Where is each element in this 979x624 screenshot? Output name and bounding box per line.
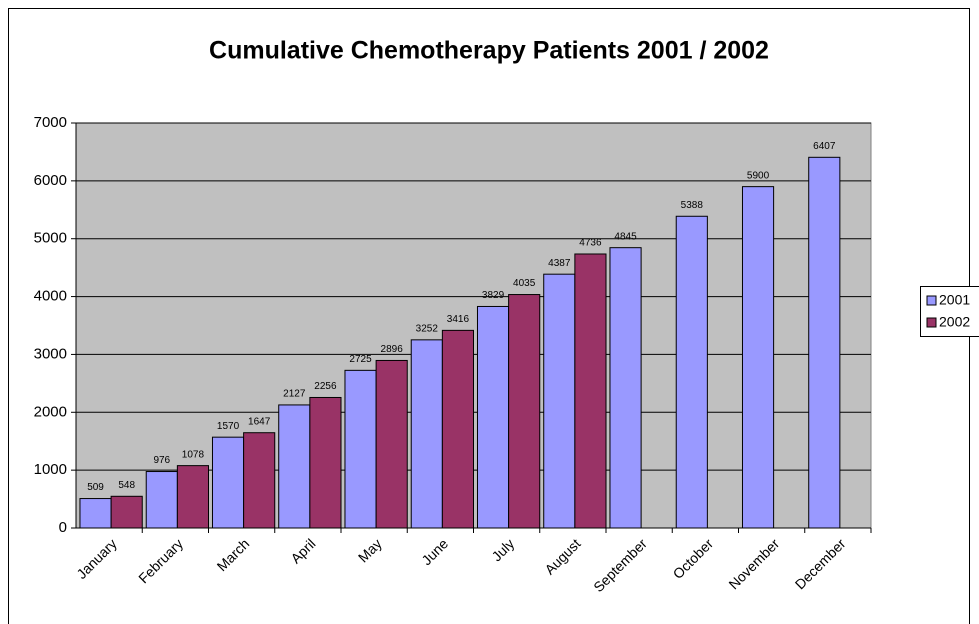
y-tick-label: 2000	[34, 403, 67, 420]
bar	[410, 339, 443, 529]
bar	[609, 247, 642, 529]
bar	[145, 471, 178, 529]
bar	[375, 359, 408, 529]
data-label: 5388	[681, 200, 704, 211]
legend-swatch	[926, 317, 937, 328]
y-tick-label: 7000	[34, 114, 67, 131]
data-label: 4845	[614, 231, 637, 242]
data-label: 4035	[513, 278, 536, 289]
bar	[741, 186, 775, 529]
chart-title: Cumulative Chemotherapy Patients 2001 / …	[209, 37, 769, 65]
data-label: 548	[118, 480, 135, 491]
y-tick-label: 5000	[34, 230, 67, 247]
bar	[543, 273, 576, 529]
legend-label: 2001	[939, 292, 970, 308]
bar	[309, 396, 342, 529]
data-label: 6407	[813, 141, 836, 152]
bar	[344, 369, 377, 529]
y-tick-label: 0	[59, 519, 67, 536]
bar	[476, 305, 510, 529]
data-label: 3416	[447, 314, 470, 325]
data-label: 2127	[283, 389, 306, 400]
bar	[176, 465, 210, 529]
legend-label: 2002	[939, 314, 970, 330]
data-label: 2725	[349, 354, 372, 365]
bar	[508, 294, 541, 529]
bar	[110, 495, 143, 529]
data-label: 4387	[548, 258, 571, 269]
data-label: 1570	[217, 421, 240, 432]
legend-swatch	[926, 295, 937, 306]
data-label: 5900	[747, 170, 770, 181]
bar	[278, 404, 311, 529]
bar	[675, 215, 708, 529]
data-label: 2896	[381, 344, 404, 355]
data-label: 3252	[416, 323, 439, 334]
y-tick-label: 1000	[34, 461, 67, 478]
data-label: 1078	[182, 449, 205, 460]
data-label: 1647	[248, 416, 271, 427]
legend-box	[920, 286, 979, 337]
data-label: 3829	[482, 290, 505, 301]
data-label: 4736	[579, 238, 602, 249]
bar	[79, 498, 112, 529]
data-label: 509	[87, 482, 104, 493]
data-label: 976	[153, 455, 170, 466]
data-label: 2256	[314, 381, 337, 392]
bar	[211, 436, 245, 529]
y-tick-label: 3000	[34, 345, 67, 362]
y-tick-label: 6000	[34, 172, 67, 189]
bar	[808, 156, 841, 529]
bar	[441, 329, 474, 529]
bar	[243, 432, 276, 529]
y-tick-label: 4000	[34, 288, 67, 305]
bar	[574, 253, 607, 529]
